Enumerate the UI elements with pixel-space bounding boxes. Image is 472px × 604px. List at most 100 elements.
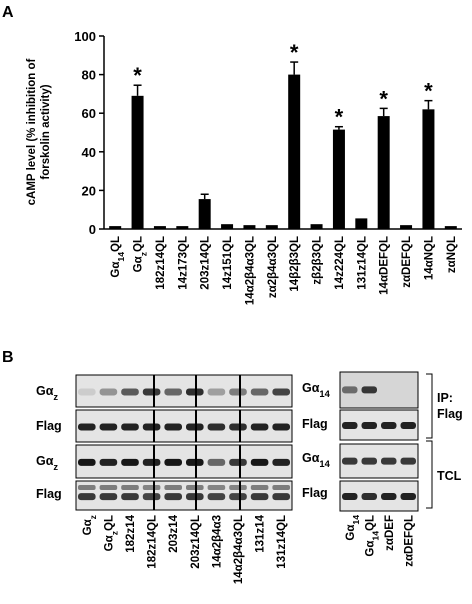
bar: [131, 95, 144, 229]
blot-band: [142, 458, 161, 466]
y-tick-label: 20: [82, 183, 96, 198]
lane-label: 131z14QL: [276, 515, 288, 569]
blot-band: [121, 458, 139, 466]
x-tick-label: zα2β4α3QL: [267, 236, 279, 298]
blot-band: [186, 388, 204, 396]
blot-band: [250, 388, 269, 396]
bar: [265, 225, 278, 229]
row-label-gaz-ip: Gαz: [36, 384, 58, 402]
blot-band: [78, 493, 96, 501]
x-tick-label: 182z14QL: [155, 236, 167, 290]
y-axis-label-line1: cAMP level (% inhibition of: [26, 58, 38, 205]
row-label-flag-tcl: Flag: [36, 487, 62, 501]
lane-label: 14α2β4α3QL: [233, 515, 245, 584]
blot-band: [164, 388, 182, 396]
panel-b-label: B: [2, 349, 14, 366]
blot-band: [186, 493, 204, 501]
blot-band: [78, 485, 96, 490]
significance-marker: *: [133, 63, 142, 88]
lane-label: 182z14QL: [147, 515, 159, 569]
blot-band: [229, 458, 247, 466]
ip-bracket: [426, 373, 433, 439]
x-tick-label: 203z14QL: [200, 236, 212, 290]
blot-band: [121, 485, 139, 490]
x-tick-label: 14z173QL: [177, 236, 189, 290]
bar: [243, 225, 256, 229]
x-tick-label: zαDEFQL: [401, 236, 413, 288]
blot-band: [186, 485, 204, 490]
bar: [377, 116, 390, 229]
blot-band: [272, 423, 290, 431]
blot-band: [361, 386, 377, 394]
lane-label: 182z14: [125, 514, 137, 552]
tcl-bracket: [426, 440, 433, 509]
blot-band: [272, 458, 290, 466]
bar: [153, 226, 166, 229]
x-tick-label: 14α2β4α3QL: [244, 236, 256, 305]
significance-marker: *: [379, 86, 388, 111]
blot-band: [142, 485, 161, 490]
y-tick-label: 80: [82, 68, 96, 83]
bar: [332, 129, 345, 229]
bar: [444, 226, 457, 229]
blot-band: [229, 485, 247, 490]
blot-band: [342, 422, 358, 429]
bar-chart: cAMP level (% inhibition of forskolin ac…: [26, 29, 462, 305]
lane-label: 14α2β4α3: [211, 515, 223, 568]
blot-band: [361, 457, 377, 465]
tcl-label: TCL: [437, 469, 462, 483]
blot-band: [121, 423, 139, 431]
blot-band: [229, 388, 247, 396]
significance-marker: *: [290, 40, 299, 65]
blot-band: [272, 485, 290, 490]
bar: [176, 226, 189, 229]
blot-band: [142, 493, 161, 501]
blot-band: [229, 493, 247, 501]
blot-band: [99, 388, 118, 396]
blot-band: [121, 388, 139, 396]
y-ticks: 0 20 40 60 80 100: [74, 29, 104, 237]
blot-band: [164, 458, 182, 466]
blot-band: [207, 423, 226, 431]
blot-band: [186, 423, 204, 431]
panel-a-label: A: [2, 4, 14, 21]
ip-label-line2: Flag: [437, 407, 463, 421]
x-tick-label: zαNQL: [446, 236, 458, 273]
lane-label: 203z14QL: [190, 515, 202, 569]
row-label-ga14-ip: Gα14: [302, 381, 331, 399]
bar: [198, 199, 211, 229]
x-tick-label: 131z14QL: [356, 236, 368, 290]
blot-band: [121, 493, 139, 501]
blot-band: [272, 388, 290, 396]
left-lane-labels: Gαz GαzQL 182z14 182z14QL 203z14 203z14QL 14α2…: [82, 514, 288, 584]
blot-band: [272, 493, 290, 501]
blot-band: [361, 493, 377, 500]
bars: * * * * *: [109, 40, 457, 229]
row-label-flag-ip: Flag: [36, 419, 62, 433]
bar: [355, 218, 368, 229]
blot-band: [164, 485, 182, 490]
blot-band: [250, 423, 269, 431]
lane-label: zαDEFQL: [403, 515, 415, 567]
blot-band: [164, 423, 182, 431]
bar: [288, 74, 301, 229]
blot-band: [400, 422, 416, 429]
bar: [310, 224, 323, 229]
blot-band: [99, 423, 118, 431]
left-blot: [75, 374, 293, 511]
lane-label: 203z14: [168, 514, 180, 552]
blot-band: [207, 388, 226, 396]
x-tick-label: GαzQL: [133, 236, 149, 272]
blot-band: [250, 493, 269, 501]
blot-band: [99, 493, 118, 501]
blot-band: [361, 422, 377, 429]
lane-label: Gαz: [82, 515, 98, 535]
blot-band: [342, 493, 358, 500]
x-tick-label: 14z151QL: [222, 236, 234, 290]
row-label-ga14-tcl: Gα14: [302, 451, 331, 469]
blot-band: [142, 388, 161, 396]
row-label-flag-ip-right: Flag: [302, 417, 328, 431]
blot-band: [142, 423, 161, 431]
x-tick-labels: Gα14QL GαzQL 182z14QL 14z173QL 203z14QL 14z15…: [110, 236, 458, 305]
